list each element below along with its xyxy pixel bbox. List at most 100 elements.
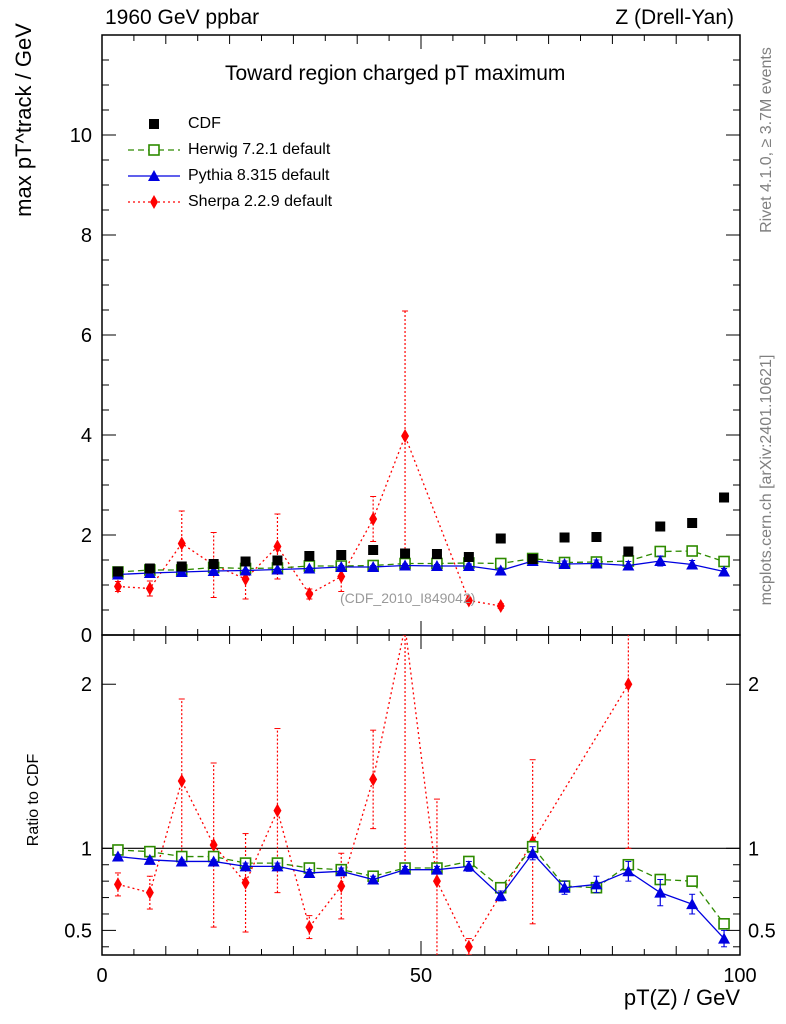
pythia-ratio-point <box>335 865 348 877</box>
y-tick-label-main: 4 <box>81 425 92 447</box>
legend-label-herwig: Herwig 7.2.1 default <box>188 141 331 158</box>
sherpa-point <box>305 587 314 601</box>
cdf-point <box>112 566 123 577</box>
cdf-point <box>368 545 379 555</box>
pythia-ratio-point <box>143 853 156 865</box>
legend-label-pythia: Pythia 8.315 default <box>188 167 330 184</box>
sherpa-line <box>117 434 501 607</box>
sherpa-point <box>177 536 186 551</box>
sherpa-point <box>113 579 122 594</box>
pythia-line <box>117 560 725 576</box>
cdf-point <box>559 532 570 543</box>
cdf-point <box>400 548 411 559</box>
pythia-ratio-point <box>526 847 539 859</box>
cdf-point <box>495 533 506 544</box>
legend-marker-sherpa <box>150 195 158 209</box>
y-tick-label-ratio-right: 2 <box>748 674 759 696</box>
sherpa-ratio-line <box>117 635 629 949</box>
main-plot-area <box>111 310 731 613</box>
sherpa-ratio-point <box>624 677 633 692</box>
y-tick-label-main: 0 <box>81 625 92 647</box>
sherpa-point <box>273 539 282 554</box>
cdf-point <box>176 561 187 572</box>
sherpa-point <box>369 512 378 526</box>
sherpa-ratio-point <box>241 875 250 890</box>
pythia-point <box>239 564 252 576</box>
pythia-point <box>303 562 316 574</box>
y-axis-label-main: max pT^track / GeV <box>11 23 36 217</box>
pythia-point <box>335 561 348 572</box>
sherpa-ratio-point <box>273 803 282 818</box>
sherpa-point <box>496 599 505 613</box>
pythia-point <box>494 564 507 576</box>
x-axis-label: pT(Z) / GeV <box>623 985 740 1010</box>
pythia-ratio-point <box>654 886 667 898</box>
pythia-ratio-point <box>303 866 316 878</box>
pythia-point <box>399 559 412 571</box>
pythia-ratio-point <box>399 863 412 875</box>
pythia-point <box>622 559 635 571</box>
cdf-point <box>240 556 251 567</box>
x-tick-label: 0 <box>96 965 107 987</box>
y-tick-label-ratio: 0.5 <box>64 920 92 942</box>
cdf-point <box>687 518 698 528</box>
y-tick-label-ratio-right: 0.5 <box>748 920 776 942</box>
herwig-point <box>686 545 698 557</box>
side-rivet-label: Rivet 4.1.0, ≥ 3.7M events <box>758 47 775 233</box>
pythia-ratio-point <box>462 860 475 872</box>
herwig-point <box>718 555 730 568</box>
y-tick-label-ratio: 2 <box>81 674 92 696</box>
cdf-point <box>623 546 634 557</box>
pythia-point <box>462 560 475 571</box>
pythia-point <box>718 565 731 577</box>
pythia-point <box>367 561 380 572</box>
pythia-point <box>558 558 571 569</box>
y-axis-label-ratio: Ratio to CDF <box>25 753 42 847</box>
y-tick-label-main: 8 <box>81 225 92 247</box>
ratio-frame <box>101 634 741 956</box>
pythia-ratio-point <box>686 898 699 910</box>
x-tick-label: 100 <box>723 965 756 987</box>
pythia-ratio-line <box>117 852 725 940</box>
y-tick-label-main: 2 <box>81 525 92 547</box>
cdf-point <box>655 521 666 532</box>
legend-label-sherpa: Sherpa 2.2.9 default <box>188 193 333 210</box>
legend-label-cdf: CDF <box>188 115 221 132</box>
pythia-ratio-point <box>494 889 507 901</box>
pythia-ratio-point <box>271 860 284 872</box>
x-tick-label: 50 <box>410 965 432 987</box>
sherpa-ratio-point <box>209 838 218 853</box>
cdf-point <box>144 563 155 574</box>
pythia-point <box>590 557 603 569</box>
pythia-point <box>207 565 220 576</box>
sherpa-point <box>464 593 473 608</box>
cdf-point <box>304 551 315 561</box>
pythia-ratio-point <box>558 881 571 893</box>
sherpa-ratio-point <box>177 774 186 789</box>
herwig-ratio-point <box>718 918 730 930</box>
pythia-ratio-point <box>367 873 380 885</box>
cdf-point <box>431 549 442 559</box>
cdf-point <box>272 555 283 566</box>
pythia-point <box>271 563 284 575</box>
pythia-ratio-point <box>175 855 188 867</box>
pythia-ratio-point <box>590 878 603 890</box>
sherpa-ratio-point <box>369 772 378 787</box>
pythia-point <box>430 560 443 571</box>
pythia-point <box>686 558 699 570</box>
analysis-watermark: (CDF_2010_I849042) <box>340 590 476 606</box>
herwig-ratio-point <box>686 875 698 887</box>
pythia-ratio-point <box>239 860 252 872</box>
sherpa-point <box>337 569 346 584</box>
ratio-plot-area <box>111 635 731 955</box>
cdf-point <box>527 554 538 564</box>
y-tick-label-ratio-right: 1 <box>748 838 759 860</box>
pythia-ratio-point <box>718 932 731 944</box>
sherpa-point <box>401 429 410 443</box>
sherpa-ratio-point <box>337 879 346 894</box>
plot-title: Toward region charged pT maximum <box>225 62 566 85</box>
sherpa-ratio-point <box>145 885 154 900</box>
sherpa-ratio-point <box>113 877 122 892</box>
pythia-point <box>654 555 667 566</box>
